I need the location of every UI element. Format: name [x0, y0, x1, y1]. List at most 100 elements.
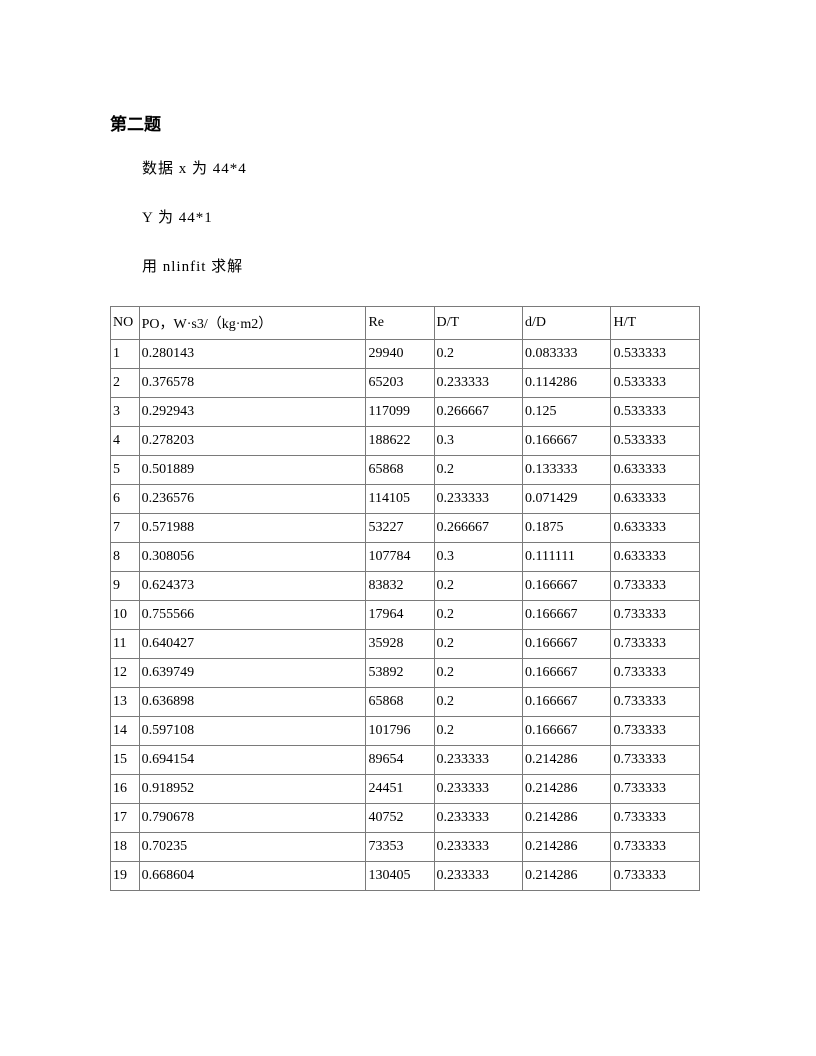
- table-cell: 14: [111, 717, 140, 746]
- table-row: 60.2365761141050.2333330.0714290.633333: [111, 485, 700, 514]
- table-header-cell: Re: [366, 307, 434, 340]
- table-header-cell: H/T: [611, 307, 700, 340]
- table-cell: 0.755566: [139, 601, 366, 630]
- table-row: 110.640427359280.20.1666670.733333: [111, 630, 700, 659]
- table-cell: 0.214286: [522, 775, 610, 804]
- table-cell: 83832: [366, 572, 434, 601]
- table-cell: 0.2: [434, 601, 522, 630]
- table-cell: 0.733333: [611, 688, 700, 717]
- table-cell: 0.639749: [139, 659, 366, 688]
- table-cell: 40752: [366, 804, 434, 833]
- table-cell: 6: [111, 485, 140, 514]
- table-cell: 0.2: [434, 630, 522, 659]
- table-cell: 0.733333: [611, 630, 700, 659]
- table-cell: 17964: [366, 601, 434, 630]
- table-cell: 3: [111, 398, 140, 427]
- table-cell: 0.733333: [611, 601, 700, 630]
- table-cell: 0.733333: [611, 746, 700, 775]
- page-title: 第二题: [110, 110, 706, 135]
- table-cell: 0.166667: [522, 717, 610, 746]
- table-cell: 2: [111, 369, 140, 398]
- table-row: 40.2782031886220.30.1666670.533333: [111, 427, 700, 456]
- paragraph-3: 用 nlinfit 求解: [142, 255, 706, 276]
- table-cell: 0.633333: [611, 543, 700, 572]
- table-row: 70.571988532270.2666670.18750.633333: [111, 514, 700, 543]
- table-row: 90.624373838320.20.1666670.733333: [111, 572, 700, 601]
- table-cell: 0.733333: [611, 833, 700, 862]
- paragraph-1: 数据 x 为 44*4: [142, 157, 706, 178]
- table-cell: 4: [111, 427, 140, 456]
- table-cell: 0.114286: [522, 369, 610, 398]
- table-header-cell: NO: [111, 307, 140, 340]
- table-row: 80.3080561077840.30.1111110.633333: [111, 543, 700, 572]
- table-cell: 0.636898: [139, 688, 366, 717]
- table-cell: 0.236576: [139, 485, 366, 514]
- table-cell: 29940: [366, 340, 434, 369]
- table-cell: 0.533333: [611, 340, 700, 369]
- table-cell: 8: [111, 543, 140, 572]
- table-cell: 0.633333: [611, 456, 700, 485]
- table-cell: 0.3: [434, 427, 522, 456]
- table-cell: 5: [111, 456, 140, 485]
- table-cell: 0.2: [434, 572, 522, 601]
- table-row: 160.918952244510.2333330.2142860.733333: [111, 775, 700, 804]
- table-cell: 0.071429: [522, 485, 610, 514]
- table-cell: 0.533333: [611, 427, 700, 456]
- table-row: 20.376578652030.2333330.1142860.533333: [111, 369, 700, 398]
- table-cell: 0.083333: [522, 340, 610, 369]
- table-cell: 12: [111, 659, 140, 688]
- table-cell: 101796: [366, 717, 434, 746]
- table-cell: 53892: [366, 659, 434, 688]
- table-cell: 0.694154: [139, 746, 366, 775]
- table-cell: 0.640427: [139, 630, 366, 659]
- table-row: 50.501889658680.20.1333330.633333: [111, 456, 700, 485]
- table-cell: 0.233333: [434, 485, 522, 514]
- table-cell: 0.214286: [522, 862, 610, 891]
- table-cell: 0.111111: [522, 543, 610, 572]
- table-cell: 0.597108: [139, 717, 366, 746]
- table-cell: 35928: [366, 630, 434, 659]
- table-cell: 11: [111, 630, 140, 659]
- table-cell: 0.233333: [434, 369, 522, 398]
- table-row: 100.755566179640.20.1666670.733333: [111, 601, 700, 630]
- table-cell: 0.70235: [139, 833, 366, 862]
- table-cell: 18: [111, 833, 140, 862]
- table-cell: 0.166667: [522, 659, 610, 688]
- table-cell: 0.571988: [139, 514, 366, 543]
- table-cell: 107784: [366, 543, 434, 572]
- table-cell: 0.280143: [139, 340, 366, 369]
- table-header-row: NO PO，W·s3/（kg·m2） Re D/T d/D H/T: [111, 307, 700, 340]
- table-cell: 16: [111, 775, 140, 804]
- table-cell: 0.3: [434, 543, 522, 572]
- table-header-cell: PO，W·s3/（kg·m2）: [139, 307, 366, 340]
- table-cell: 0.790678: [139, 804, 366, 833]
- table-cell: 0.2: [434, 340, 522, 369]
- table-row: 170.790678407520.2333330.2142860.733333: [111, 804, 700, 833]
- paragraph-2: Y 为 44*1: [142, 206, 706, 227]
- table-cell: 24451: [366, 775, 434, 804]
- table-row: 120.639749538920.20.1666670.733333: [111, 659, 700, 688]
- table-cell: 130405: [366, 862, 434, 891]
- table-cell: 117099: [366, 398, 434, 427]
- table-row: 130.636898658680.20.1666670.733333: [111, 688, 700, 717]
- table-cell: 0.233333: [434, 862, 522, 891]
- table-cell: 0.214286: [522, 746, 610, 775]
- table-cell: 0.633333: [611, 485, 700, 514]
- table-cell: 0.2: [434, 688, 522, 717]
- table-cell: 0.214286: [522, 833, 610, 862]
- table-cell: 65868: [366, 688, 434, 717]
- table-cell: 19: [111, 862, 140, 891]
- table-row: 150.694154896540.2333330.2142860.733333: [111, 746, 700, 775]
- table-cell: 0.533333: [611, 398, 700, 427]
- data-table: NO PO，W·s3/（kg·m2） Re D/T d/D H/T 10.280…: [110, 306, 700, 891]
- table-cell: 0.166667: [522, 630, 610, 659]
- table-cell: 0.166667: [522, 427, 610, 456]
- table-cell: 0.278203: [139, 427, 366, 456]
- table-cell: 0.233333: [434, 775, 522, 804]
- table-cell: 0.2: [434, 659, 522, 688]
- table-cell: 0.214286: [522, 804, 610, 833]
- table-cell: 188622: [366, 427, 434, 456]
- table-cell: 89654: [366, 746, 434, 775]
- table-cell: 65868: [366, 456, 434, 485]
- table-cell: 0.1875: [522, 514, 610, 543]
